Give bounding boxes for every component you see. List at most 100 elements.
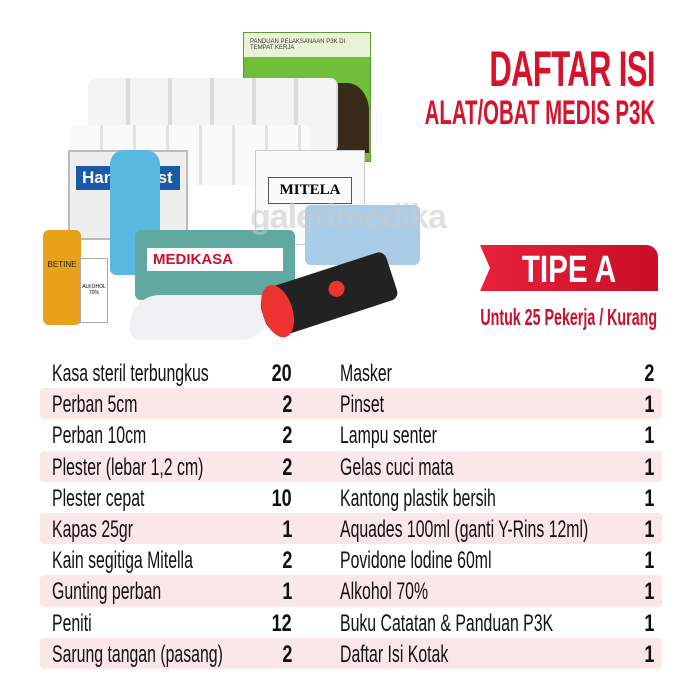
item-qty: 20 xyxy=(265,360,292,388)
item-qty-text: 2 xyxy=(281,453,292,481)
mask xyxy=(305,205,420,265)
item-name: Gelas cuci mata xyxy=(340,454,512,482)
item-qty: 2 xyxy=(279,391,292,419)
item-name-text: Masker xyxy=(340,360,392,387)
item-qty: 1 xyxy=(641,391,654,419)
item-qty-text: 1 xyxy=(643,391,654,419)
item-name: Sarung tangan (pasang) xyxy=(52,641,311,669)
item-qty-text: 1 xyxy=(643,422,654,450)
item-name-text: Buku Catatan & Panduan P3K xyxy=(340,609,554,637)
table-row: Peniti 12 Buku Catatan & Panduan P3K 1 xyxy=(40,607,662,638)
product-photo: PANDUAN PELAKSANAAN P3K DI TEMPAT KERJA … xyxy=(40,30,447,350)
item-qty: 1 xyxy=(641,485,654,513)
item-qty-text: 2 xyxy=(281,391,292,419)
item-name: Aquades 100ml (ganti Y-Rins 12ml) xyxy=(340,516,700,544)
contents-table: Kasa steril terbungkus 20 Masker 2 Perban 5c… xyxy=(40,357,662,669)
page-title: DAFTAR ISI xyxy=(489,41,656,97)
item-qty: 1 xyxy=(641,578,654,606)
item-name-text: Pinset xyxy=(340,391,385,419)
item-qty: 2 xyxy=(279,422,292,450)
item-name-text: Lampu senter xyxy=(340,422,437,450)
item-name-text: Daftar Isi Kotak xyxy=(340,640,449,668)
table-row: Kapas 25gr 1 Aquades 100ml (ganti Y-Rins 1… xyxy=(40,512,662,545)
item-name: Kasa steril terbungkus xyxy=(52,360,289,388)
item-name: Lampu senter xyxy=(340,422,487,450)
item-qty: 12 xyxy=(265,610,292,638)
item-qty-text: 2 xyxy=(281,640,292,668)
item-name: Gunting perban xyxy=(52,578,217,606)
type-badge: TIPE A xyxy=(480,245,658,291)
item-qty-text: 2 xyxy=(281,422,292,450)
item-name: Kapas 25gr xyxy=(52,516,175,544)
item-qty: 1 xyxy=(641,610,654,638)
item-name: Pinset xyxy=(340,391,407,419)
table-row: Plester cepat 10 Kantong plastik bersih 1 xyxy=(40,482,662,513)
watermark: galerimedika xyxy=(250,198,447,236)
item-name: Alkohol 70% xyxy=(340,578,473,606)
item-qty-text: 1 xyxy=(643,484,654,512)
item-name-text: Peniti xyxy=(52,609,92,637)
page-subtitle: ALAT/OBAT MEDIS P3K xyxy=(424,94,655,132)
item-name: Buku Catatan & Panduan P3K xyxy=(340,610,663,638)
item-qty-text: 1 xyxy=(281,515,292,543)
item-qty: 1 xyxy=(641,516,654,544)
item-name: Plester cepat xyxy=(52,485,192,513)
item-name-text: Povidone lodine 60ml xyxy=(340,547,492,575)
item-qty: 2 xyxy=(279,454,292,482)
item-name-text: Perban 10cm xyxy=(52,422,147,450)
item-qty: 1 xyxy=(279,516,292,544)
item-qty: 1 xyxy=(641,454,654,482)
item-name: Kantong plastik bersih xyxy=(340,485,576,513)
badge-caption: Untuk 25 Pekerja / Kurang xyxy=(480,304,657,330)
item-name: Daftar Isi Kotak xyxy=(340,641,504,669)
item-name: Povidone lodine 60ml xyxy=(340,547,570,575)
betadine-bottle: BETINE xyxy=(43,230,81,325)
item-qty-text: 10 xyxy=(271,484,292,512)
item-qty: 2 xyxy=(279,641,292,669)
item-qty-text: 1 xyxy=(643,640,654,668)
item-qty: 2 xyxy=(641,360,654,388)
item-name-text: Plester cepat xyxy=(52,484,145,512)
item-qty-text: 1 xyxy=(643,453,654,481)
item-name-text: Kapas 25gr xyxy=(52,515,134,543)
item-name-text: Gunting perban xyxy=(52,578,162,606)
item-name-text: Kain segitiga Mitella xyxy=(52,547,193,575)
item-qty-text: 1 xyxy=(643,609,654,637)
item-qty: 10 xyxy=(265,485,292,513)
item-name-text: Sarung tangan (pasang) xyxy=(52,640,223,668)
table-row: Kasa steril terbungkus 20 Masker 2 xyxy=(40,357,662,388)
item-name: Plester (lebar 1,2 cm) xyxy=(52,454,281,482)
item-name-text: Plester (lebar 1,2 cm) xyxy=(52,453,204,481)
alcohol-bottle: ALKOHOL 70% xyxy=(80,258,108,323)
item-name-text: Gelas cuci mata xyxy=(340,453,454,481)
item-name-text: Aquades 100ml (ganti Y-Rins 12ml) xyxy=(340,515,589,543)
table-row: Plester (lebar 1,2 cm) 2 Gelas cuci mata 1 xyxy=(40,450,662,482)
item-name-text: Perban 5cm xyxy=(52,391,138,419)
item-qty-text: 12 xyxy=(271,609,292,637)
table-row: Kain segitiga Mitella 2 Povidone lodine 60… xyxy=(40,544,662,575)
item-qty-text: 1 xyxy=(643,547,654,575)
table-row: Perban 10cm 2 Lampu senter 1 xyxy=(40,419,662,450)
item-qty: 1 xyxy=(641,547,654,575)
item-qty: 1 xyxy=(641,641,654,669)
item-name: Masker xyxy=(340,360,419,388)
item-qty-text: 2 xyxy=(643,360,654,387)
item-name-text: Alkohol 70% xyxy=(340,578,429,606)
item-qty-text: 20 xyxy=(271,360,292,387)
item-name: Peniti xyxy=(52,610,112,638)
gloves xyxy=(130,295,270,340)
item-name: Kain segitiga Mitella xyxy=(52,547,265,575)
item-qty-text: 1 xyxy=(643,515,654,543)
item-qty: 1 xyxy=(279,578,292,606)
item-name-text: Kantong plastik bersih xyxy=(340,484,496,512)
item-qty-text: 2 xyxy=(281,547,292,575)
item-qty: 1 xyxy=(641,422,654,450)
table-row: Perban 5cm 2 Pinset 1 xyxy=(40,388,662,420)
table-row: Gunting perban 1 Alkohol 70% 1 xyxy=(40,575,662,607)
item-name: Perban 10cm xyxy=(52,422,195,450)
item-qty-text: 1 xyxy=(643,578,654,606)
item-qty: 2 xyxy=(279,547,292,575)
item-name-text: Kasa steril terbungkus xyxy=(52,360,209,387)
table-row: Sarung tangan (pasang) 2 Daftar Isi Kotak 1 xyxy=(40,637,662,669)
item-name: Perban 5cm xyxy=(52,391,181,419)
